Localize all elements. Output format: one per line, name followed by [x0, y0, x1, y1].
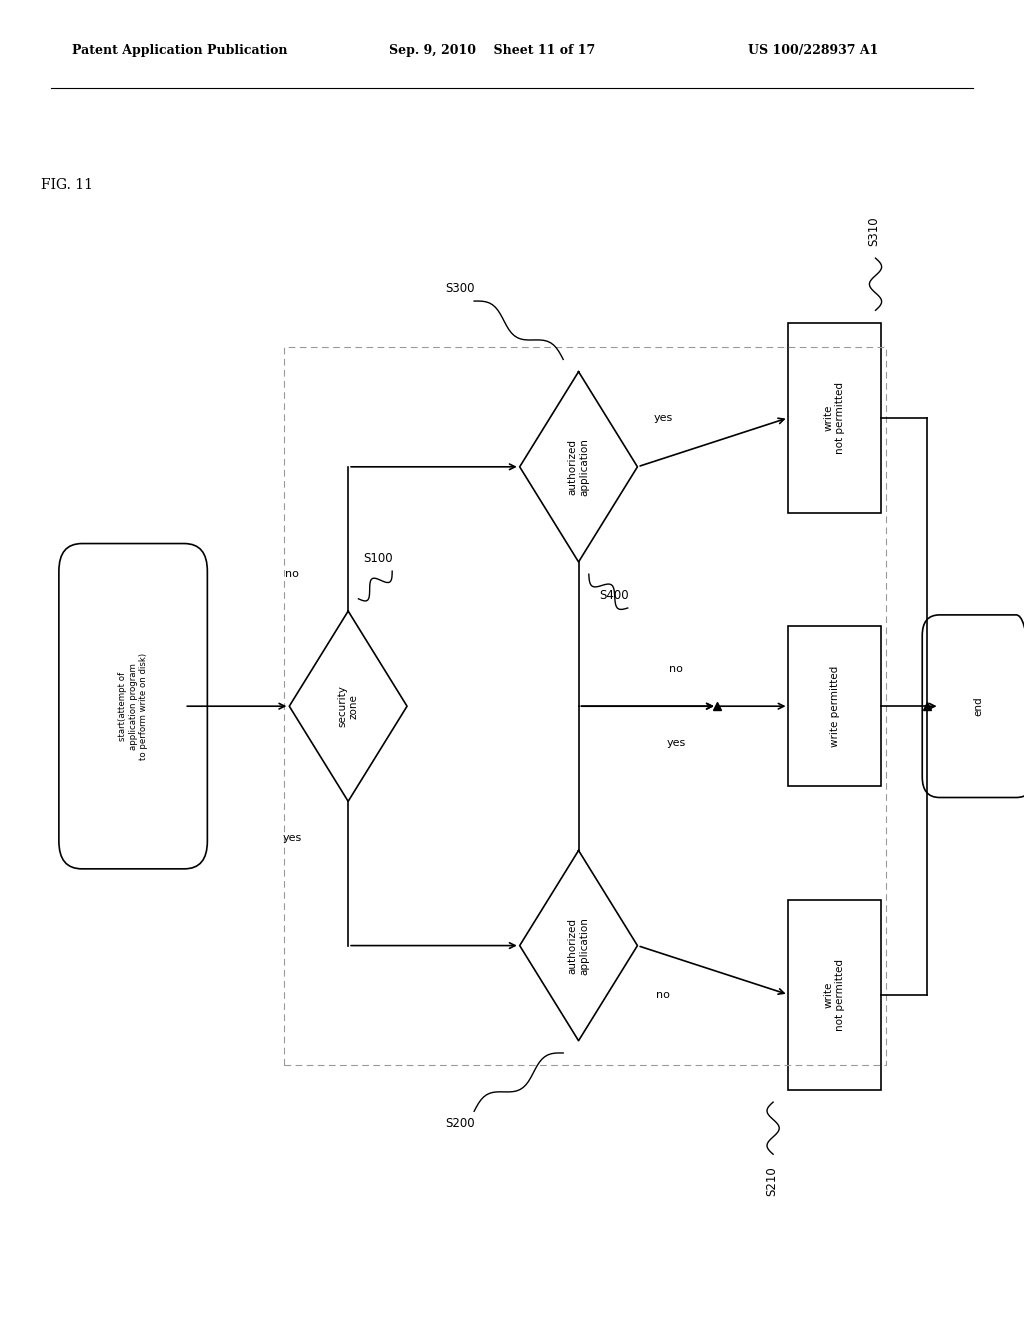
Text: no: no [285, 569, 299, 579]
Text: S100: S100 [364, 552, 393, 565]
Text: S200: S200 [445, 1118, 475, 1130]
Text: S300: S300 [445, 282, 475, 294]
Bar [788, 627, 881, 785]
Text: Sep. 9, 2010    Sheet 11 of 17: Sep. 9, 2010 Sheet 11 of 17 [389, 45, 595, 57]
Text: no: no [669, 664, 683, 675]
Text: security
zone: security zone [337, 685, 359, 727]
Text: US 100/228937 A1: US 100/228937 A1 [748, 45, 878, 57]
Text: S400: S400 [599, 589, 629, 602]
Text: write permitted: write permitted [829, 665, 840, 747]
Text: start(attempt of
application program
to perform write on disk): start(attempt of application program to … [118, 652, 148, 760]
Text: yes: yes [653, 413, 673, 422]
Text: FIG. 11: FIG. 11 [41, 178, 93, 193]
Text: authorized
application: authorized application [567, 916, 590, 974]
Bar [285, 347, 886, 1065]
Bar [788, 322, 881, 513]
Text: Patent Application Publication: Patent Application Publication [72, 45, 287, 57]
Text: yes: yes [667, 738, 685, 748]
Text: write
not permitted: write not permitted [823, 381, 846, 454]
Text: S210: S210 [765, 1167, 778, 1196]
Text: end: end [973, 697, 983, 715]
Text: yes: yes [283, 833, 301, 843]
Text: S310: S310 [867, 216, 881, 246]
Text: write
not permitted: write not permitted [823, 958, 846, 1031]
Text: authorized
application: authorized application [567, 438, 590, 496]
Bar [788, 899, 881, 1090]
Text: no: no [656, 990, 670, 999]
